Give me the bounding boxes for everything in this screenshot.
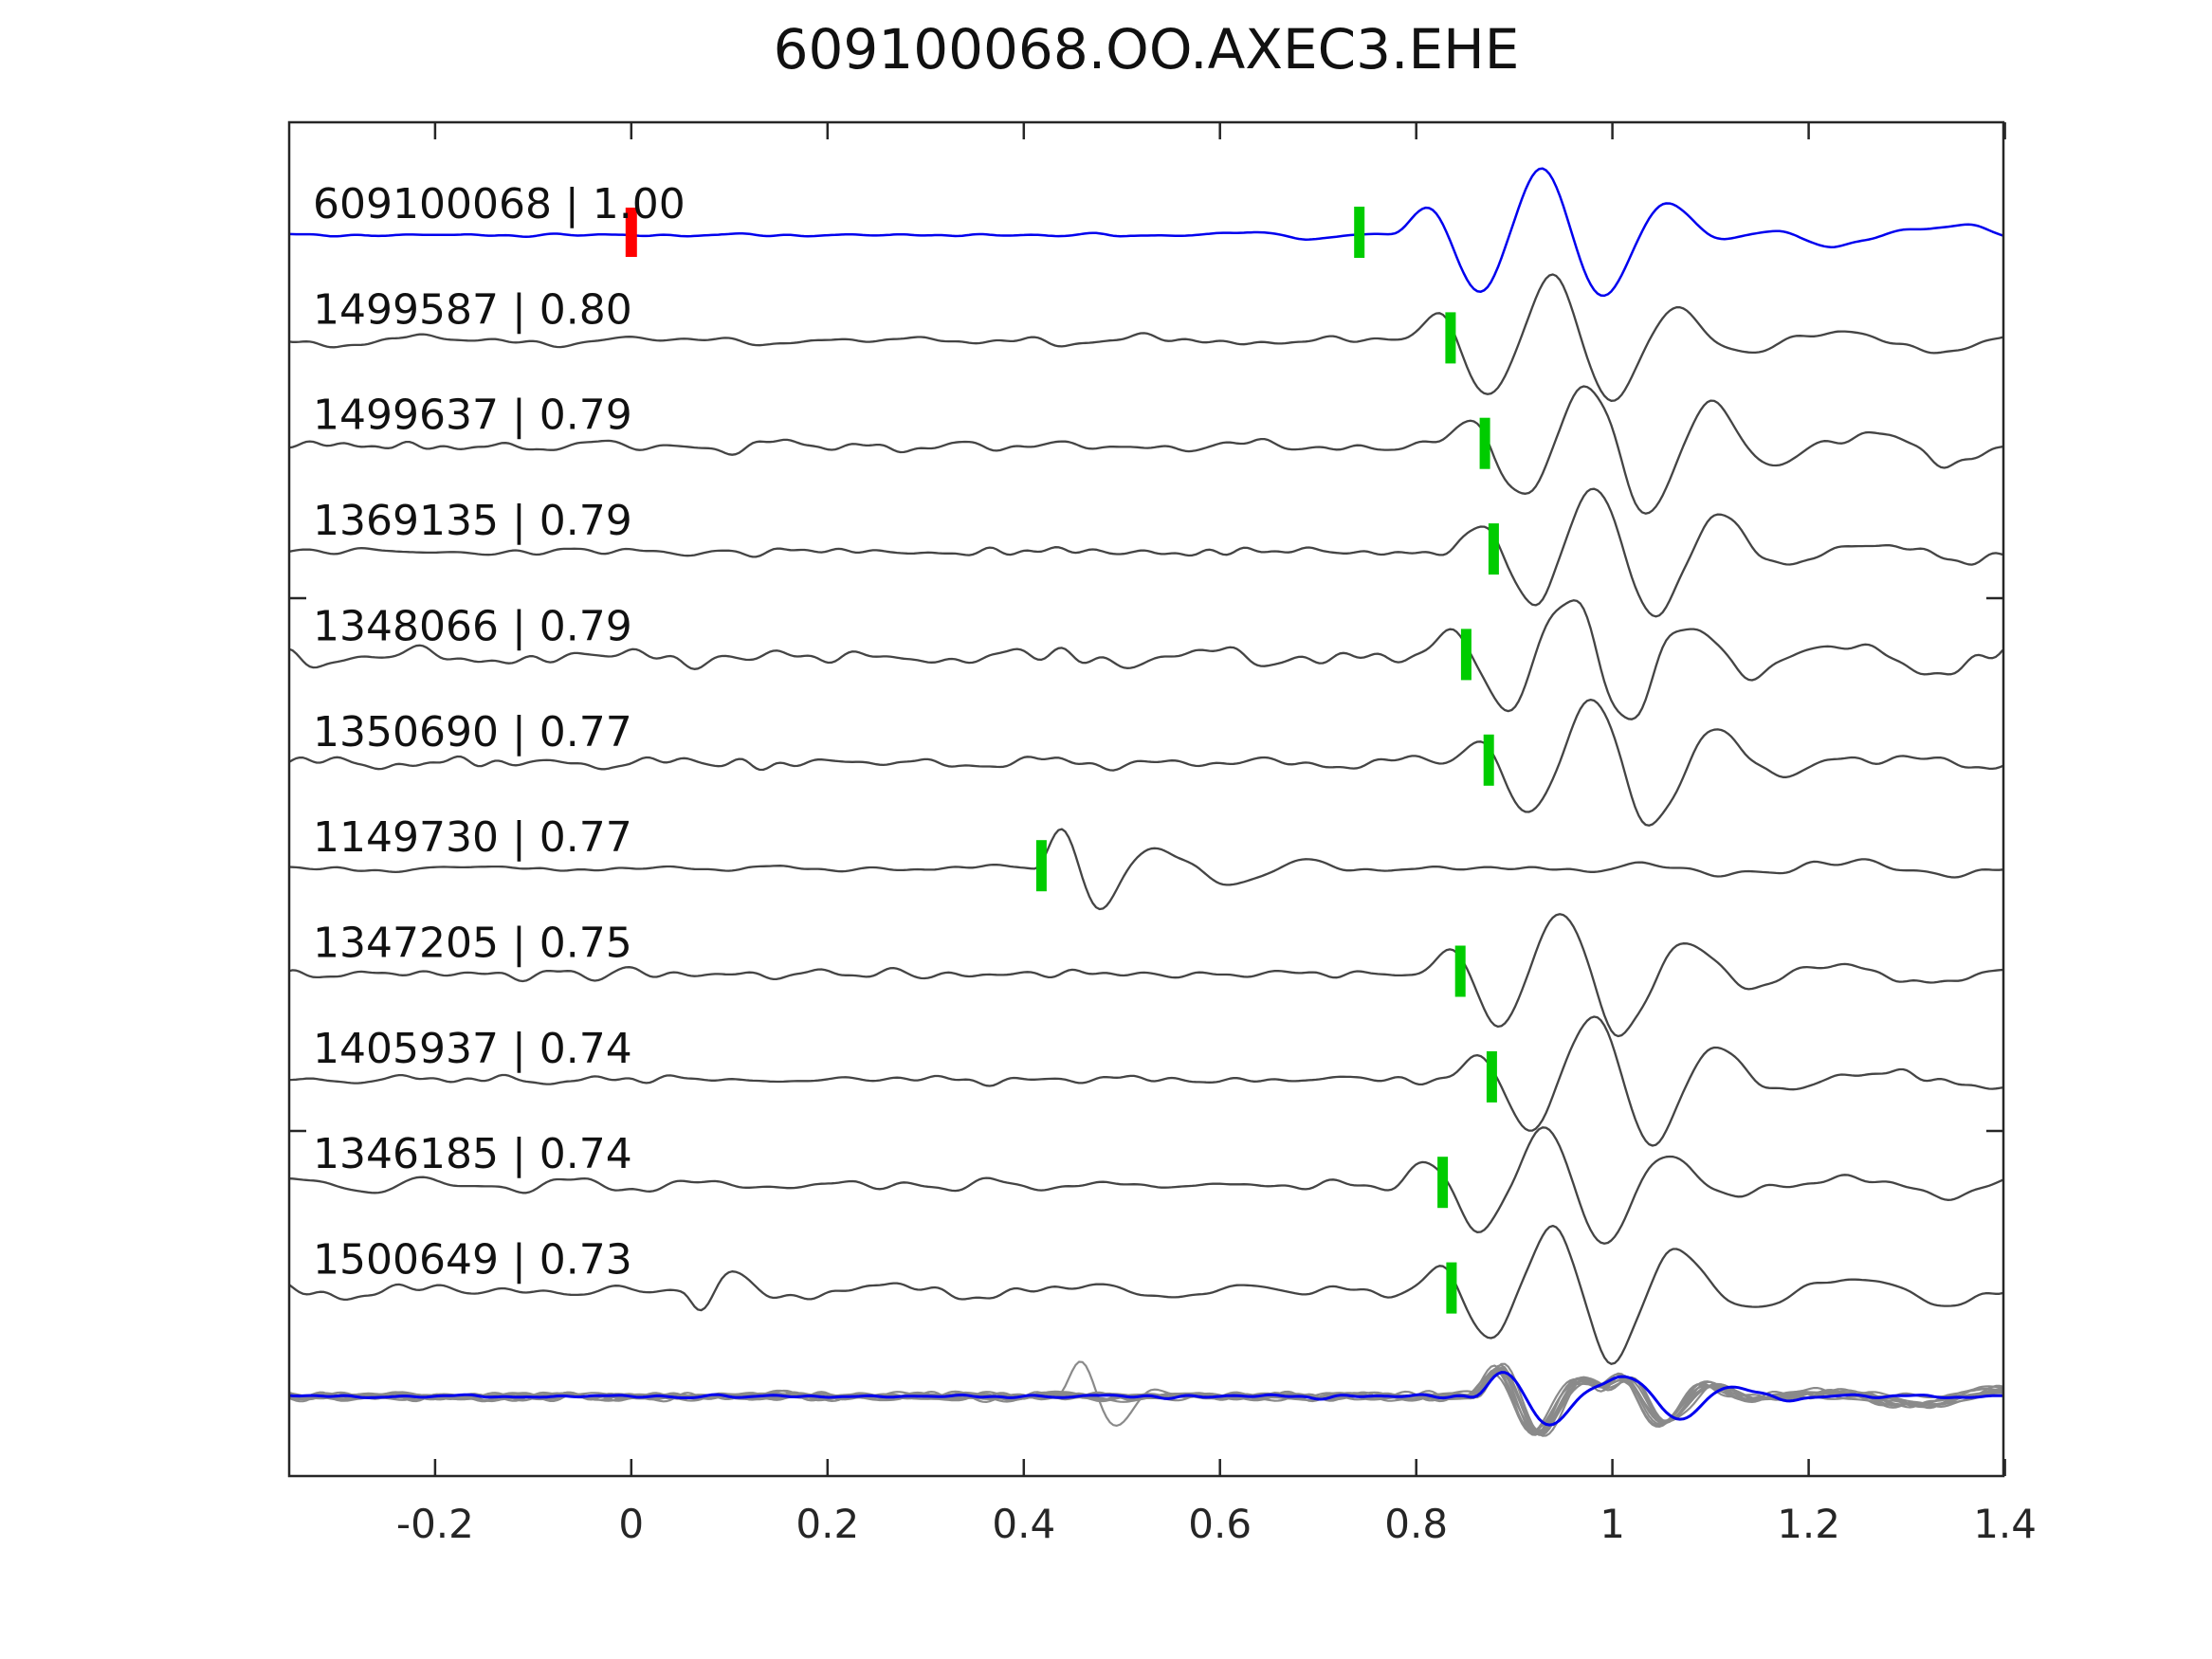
stack-master-trace <box>288 1371 2003 1427</box>
waveform-trace <box>288 1126 2003 1245</box>
x-tick-label: 0.4 <box>992 1501 1055 1547</box>
trace-label: 1405937 | 0.74 <box>313 1025 632 1073</box>
axes: -0.2 0 0.2 0.4 0.6 0.8 1 1.2 1.4 <box>287 120 2037 1547</box>
pick-marker <box>1035 840 1047 892</box>
trace-label: 1369135 | 0.79 <box>313 497 632 545</box>
x-tick-label: 0.8 <box>1384 1501 1448 1547</box>
x-tick-label: 1 <box>1600 1501 1625 1547</box>
waveform-trace <box>288 913 2003 1038</box>
pick-marker <box>1446 1262 1457 1314</box>
trace-label: 1500649 | 0.73 <box>313 1236 632 1285</box>
trace-label: 1346185 | 0.74 <box>313 1130 632 1178</box>
waveform-trace <box>288 487 2003 618</box>
trace-label: 1347205 | 0.75 <box>313 920 632 968</box>
trace-label: 1499637 | 0.79 <box>313 392 632 440</box>
pick-marker <box>1488 523 1499 575</box>
trace-lines <box>288 167 2004 1365</box>
x-tick-label: -0.2 <box>396 1501 474 1547</box>
stack-trace <box>288 1364 2003 1436</box>
trace-label: 1149730 | 0.77 <box>313 813 632 862</box>
pick-marker <box>1445 312 1456 364</box>
pick-marker <box>1479 417 1490 469</box>
pick-marker <box>1486 1050 1497 1103</box>
pick-markers <box>625 207 1499 1314</box>
plot-title: 609100068.OO.AXEC3.EHE <box>774 17 1520 82</box>
waveform-trace <box>288 599 2004 720</box>
x-tick-label: 0 <box>618 1501 644 1547</box>
x-tick-label: 0.2 <box>795 1501 859 1547</box>
x-tick-label: 1.4 <box>1973 1501 2037 1547</box>
x-tick-label: 1.2 <box>1777 1501 1840 1547</box>
waveform-trace <box>288 273 2003 402</box>
trace-label: 1350690 | 0.77 <box>313 708 632 757</box>
trace-label: 609100068 | 1.00 <box>313 180 686 228</box>
waveform-trace <box>288 385 2003 515</box>
waveform-trace <box>288 1224 2003 1365</box>
waveform-trace <box>288 167 2003 298</box>
stack-trace <box>288 1373 2003 1433</box>
pick-marker <box>1354 207 1365 258</box>
waveform-trace <box>288 1015 2003 1147</box>
x-tick-label: 0.6 <box>1188 1501 1252 1547</box>
trace-label: 1499587 | 0.80 <box>313 285 632 334</box>
axes-border <box>287 120 2005 1478</box>
pick-marker <box>1483 734 1494 786</box>
trace-label: 1348066 | 0.79 <box>313 602 632 650</box>
pick-marker <box>1437 1157 1449 1209</box>
pick-marker <box>1454 945 1466 997</box>
trace-labels: 609100068 | 1.00 1499587 | 0.80 1499637 | … <box>313 180 686 1285</box>
reference-marker <box>625 208 637 257</box>
waveform-trace <box>288 828 2003 911</box>
waveform-trace <box>288 698 2003 827</box>
stack-trace-lines <box>288 1360 2003 1437</box>
pick-marker <box>1460 629 1472 681</box>
